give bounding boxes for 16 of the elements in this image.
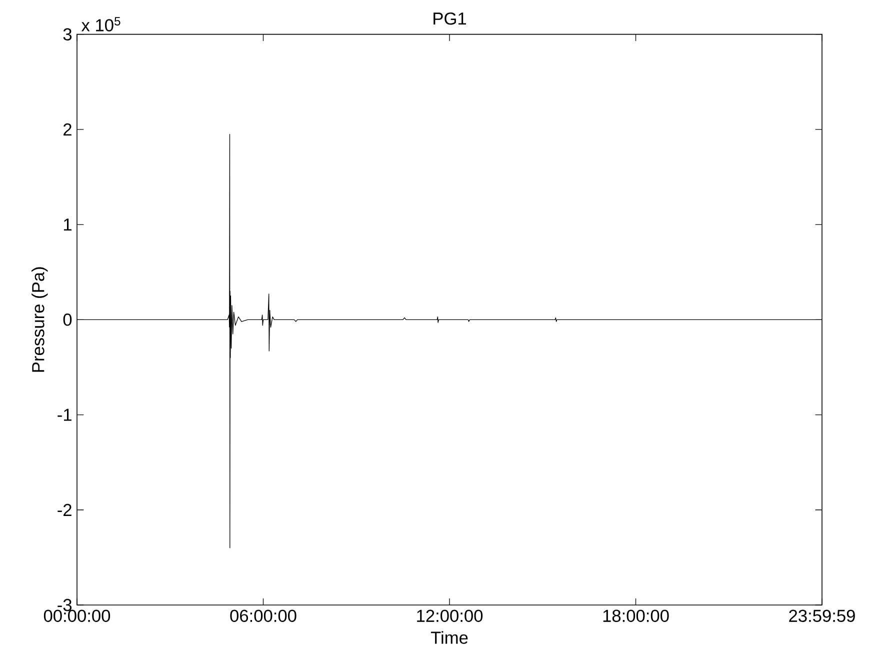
y-axis-title: Pressure (Pa) — [32, 267, 48, 372]
y-tick-label: 1 — [64, 218, 72, 231]
y-tick-label: 2 — [64, 123, 72, 136]
x-tick-label: 23:59:59 — [789, 610, 855, 622]
y-tick-label: -1 — [58, 408, 72, 421]
y-tick-label: -2 — [58, 504, 72, 516]
text: x 10$^{5}$ — [81, 17, 120, 32]
x-tick-label: 06:00:00 — [230, 610, 296, 622]
x-tick-label: 12:00:00 — [417, 610, 483, 622]
x-tick-label: 18:00:00 — [603, 610, 669, 622]
y-tick-label: 0 — [63, 314, 72, 326]
x-axis-title: Time — [430, 631, 468, 644]
chart-title: PG1 — [434, 12, 466, 25]
y-tick-label: 3 — [63, 28, 72, 40]
x-tick-label: 00:00:00 — [44, 610, 110, 622]
y-tick-label: -3 — [58, 598, 72, 612]
